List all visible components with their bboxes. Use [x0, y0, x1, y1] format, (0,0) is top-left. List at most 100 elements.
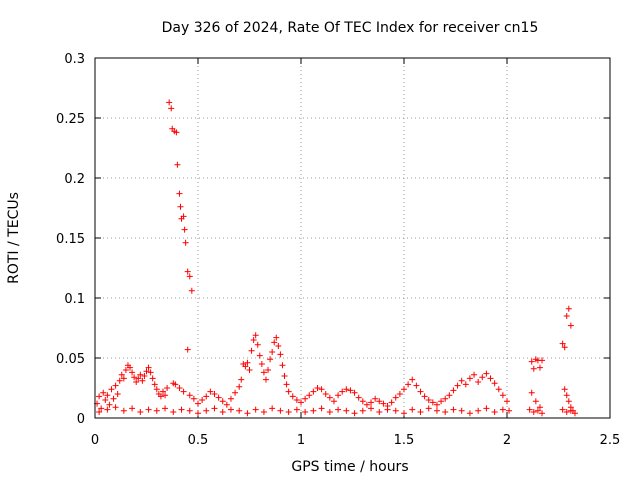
data-point — [279, 362, 286, 369]
data-point — [98, 405, 105, 412]
data-point — [159, 388, 166, 395]
data-point — [534, 407, 541, 414]
data-point — [528, 389, 535, 396]
data-point — [396, 391, 403, 397]
data-point — [530, 409, 537, 415]
data-point — [260, 369, 267, 376]
data-point — [368, 405, 375, 412]
x-tick-label: 0 — [91, 433, 99, 448]
data-point — [162, 392, 169, 399]
data-point — [227, 406, 234, 413]
data-point — [466, 375, 473, 382]
data-point — [495, 386, 502, 393]
data-point — [195, 410, 201, 417]
data-point — [180, 388, 187, 395]
data-point — [442, 395, 449, 402]
data-point — [351, 389, 358, 396]
data-point — [170, 409, 177, 415]
data-point — [129, 405, 136, 412]
data-point — [242, 363, 249, 370]
data-point — [559, 406, 566, 413]
data-point — [120, 375, 127, 382]
data-point — [392, 394, 399, 401]
data-point — [388, 399, 395, 406]
data-point — [429, 399, 436, 406]
data-point — [248, 347, 255, 354]
data-point — [277, 407, 284, 414]
data-point — [450, 387, 457, 394]
y-tick-label: 0.3 — [64, 52, 85, 67]
data-point — [162, 405, 169, 412]
data-point — [211, 391, 218, 397]
data-point — [454, 382, 461, 389]
data-point — [347, 387, 354, 394]
data-point — [186, 392, 193, 399]
data-point — [168, 105, 175, 112]
data-point — [178, 406, 185, 413]
data-point — [425, 405, 432, 412]
data-point — [438, 398, 445, 405]
data-point — [289, 393, 296, 400]
data-point — [258, 361, 265, 367]
data-point — [211, 405, 218, 412]
axis-ticks: 0 0.5 1 1.5 2 2.5 0 0.05 0.1 0.15 0.2 0.25 0.3 — [56, 52, 620, 448]
data-point — [275, 343, 282, 349]
data-point — [285, 409, 292, 415]
data-point — [118, 371, 125, 378]
data-point — [260, 409, 267, 415]
data-point — [339, 388, 346, 395]
data-point — [559, 340, 566, 347]
data-point — [177, 203, 184, 210]
data-point — [376, 409, 383, 415]
data-point — [172, 381, 179, 388]
data-point — [571, 410, 578, 417]
chart-title: Day 326 of 2024, Rate Of TEC Index for r… — [162, 20, 539, 36]
data-point — [561, 344, 568, 351]
y-tick-label: 0.1 — [64, 292, 85, 307]
data-point — [265, 367, 272, 373]
data-point — [267, 356, 274, 363]
data-point — [112, 404, 119, 411]
data-point — [466, 410, 473, 417]
data-point — [330, 398, 337, 405]
data-point — [122, 367, 129, 373]
data-point — [318, 405, 325, 412]
data-point — [100, 389, 107, 396]
data-point — [108, 386, 115, 393]
y-tick-label: 0.2 — [64, 172, 85, 187]
data-point — [425, 397, 432, 403]
data-point — [483, 370, 490, 377]
data-point — [462, 381, 469, 388]
grid-lines — [95, 58, 610, 418]
data-point — [335, 392, 342, 399]
x-tick-label: 2.5 — [600, 433, 621, 448]
data-point — [153, 407, 160, 414]
data-point — [173, 129, 180, 136]
data-point — [207, 388, 214, 395]
data-point — [174, 161, 181, 168]
data-point — [281, 373, 288, 379]
data-point — [499, 406, 506, 413]
data-point — [539, 357, 546, 364]
data-point — [186, 273, 193, 280]
data-point — [219, 409, 226, 415]
data-point — [215, 394, 222, 401]
data-point — [372, 395, 379, 402]
data-point — [164, 385, 171, 391]
data-point — [532, 398, 539, 405]
data-point — [302, 409, 309, 415]
data-point — [252, 332, 259, 339]
x-tick-label: 0.5 — [188, 433, 209, 448]
data-point — [539, 410, 546, 417]
data-point — [227, 395, 234, 402]
data-point — [114, 391, 121, 397]
data-point — [180, 213, 187, 220]
data-point — [417, 409, 424, 415]
data-point — [236, 407, 243, 414]
data-point — [563, 313, 570, 319]
data-point — [236, 383, 243, 390]
data-point — [343, 407, 350, 414]
data-point — [491, 409, 498, 415]
data-point — [536, 404, 543, 411]
